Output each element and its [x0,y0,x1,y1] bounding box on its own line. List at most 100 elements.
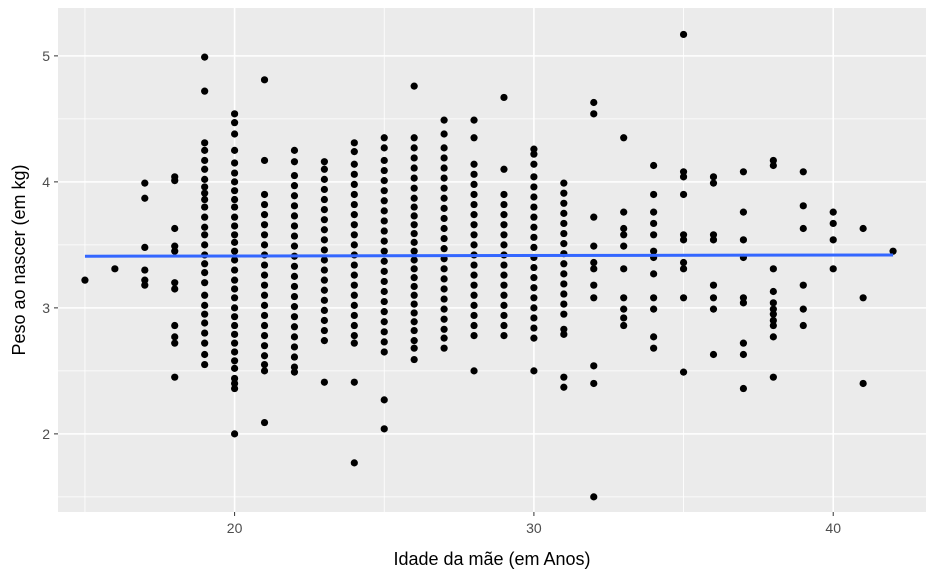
data-point [230,339,239,347]
data-point [440,334,448,342]
data-point [410,247,418,255]
data-point [440,130,448,138]
data-point [679,368,688,376]
data-point [260,231,269,239]
data-point [350,311,358,320]
data-point [410,256,418,264]
data-point [440,245,448,253]
data-point [530,263,538,272]
data-point [380,177,388,185]
data-point [590,362,598,370]
data-point [650,294,658,302]
data-point [440,315,448,323]
data-point [679,30,688,39]
data-point [380,237,388,245]
data-point [320,337,328,345]
data-point [201,279,209,287]
data-point [290,313,299,321]
data-point [829,236,837,244]
data-point [201,146,209,154]
data-point [380,166,388,175]
data-point [380,396,388,404]
data-point [590,265,598,273]
data-point [320,296,328,304]
data-point [530,324,538,332]
data-point [620,305,628,313]
data-point [560,260,568,268]
data-point [260,342,269,350]
data-point [470,291,478,299]
data-point [260,360,269,369]
data-point [739,384,748,393]
data-point [440,116,448,124]
data-point [739,294,748,302]
data-point [171,279,179,287]
data-point [230,276,239,284]
data-point [350,378,358,386]
data-point [380,144,388,152]
data-point [739,350,748,359]
data-point [320,216,328,224]
data-point [769,316,777,325]
data-point [650,333,658,341]
data-point [171,224,179,233]
data-point [201,231,209,239]
data-point [350,200,358,209]
data-point [380,297,388,306]
data-point [500,165,508,173]
data-point [230,195,239,204]
data-point [470,200,478,209]
data-point [500,271,508,279]
data-point [679,173,688,181]
plot-panel [58,8,926,512]
data-point [560,219,568,228]
data-point [171,339,179,347]
data-point [290,353,299,361]
data-point [620,231,628,239]
data-point [560,373,568,381]
data-point [440,204,448,212]
data-point [470,116,478,124]
data-point [141,281,149,289]
data-point [440,285,448,293]
data-point [380,197,388,205]
data-point [230,238,239,246]
data-point [470,301,478,309]
data-point [829,219,837,228]
data-point [320,378,328,386]
data-point [530,145,538,153]
data-point [320,266,328,274]
data-point [410,229,418,238]
data-point [230,119,239,127]
data-point [201,223,209,231]
data-point [500,190,508,199]
data-point [769,161,777,170]
data-point [560,189,568,197]
data-point [380,134,388,142]
data-point [560,300,568,308]
data-point [530,213,538,221]
data-point [500,321,508,330]
data-point [350,211,358,219]
axis-ticks [54,55,834,516]
data-point [201,213,209,221]
data-point [201,319,209,327]
data-point [260,190,269,199]
data-point [739,339,748,347]
data-point [380,217,388,225]
data-point [260,261,269,269]
data-point [530,304,538,312]
data-point [530,183,538,191]
data-point [410,194,418,202]
data-point [709,350,718,359]
data-point [500,221,508,229]
data-point [500,231,508,239]
data-point [290,333,299,341]
data-point [230,321,239,330]
data-point [410,326,418,335]
data-point [440,144,448,152]
data-point [380,287,388,296]
data-point [530,150,538,158]
data-point [440,265,448,273]
data-point [260,211,269,219]
